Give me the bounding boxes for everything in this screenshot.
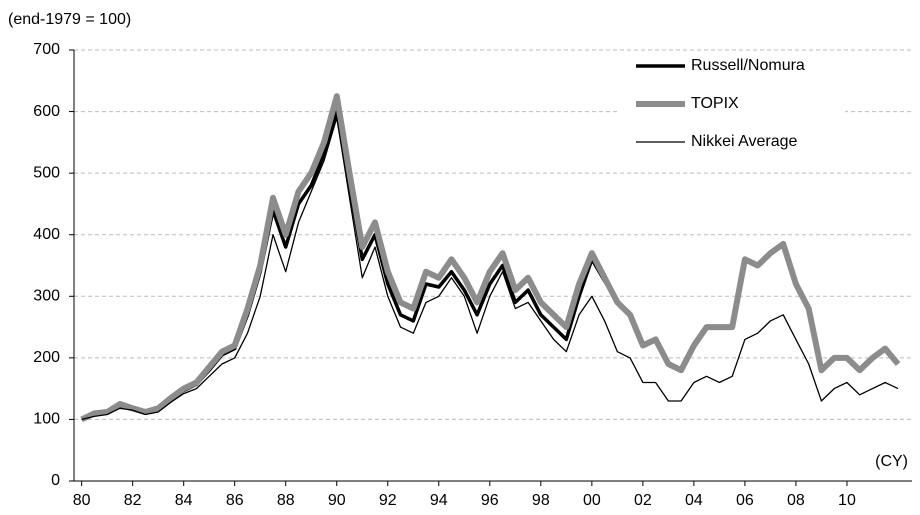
series-line [80, 93, 901, 423]
y-tick-label: 500 [33, 164, 60, 181]
x-tick-label: 86 [226, 492, 244, 509]
legend-label: Russell/Nomura [691, 57, 805, 74]
x-tick-label: 08 [787, 492, 805, 509]
y-tick-label: 600 [33, 103, 60, 120]
y-tick-label: 0 [51, 472, 60, 489]
x-tick-label: 90 [328, 492, 346, 509]
y-tick-label: 300 [33, 288, 60, 305]
x-tick-label: 02 [634, 492, 652, 509]
x-tick-label: 10 [838, 492, 856, 509]
x-tick-label: 92 [379, 492, 397, 509]
x-axis-label: (CY) [875, 453, 908, 470]
x-tick-label: 84 [175, 492, 193, 509]
y-tick-label: 100 [33, 411, 60, 428]
y-axis-label: (end-1979 = 100) [8, 11, 131, 28]
y-tick-label: 400 [33, 226, 60, 243]
legend-label: TOPIX [691, 95, 739, 112]
x-tick-label: 06 [736, 492, 754, 509]
x-tick-label: 94 [430, 492, 448, 509]
x-tick-label: 88 [277, 492, 295, 509]
x-tick-label: 00 [583, 492, 601, 509]
series-line [81, 117, 899, 421]
x-tick-label: 04 [685, 492, 703, 509]
legend-label: Nikkei Average [691, 133, 798, 150]
y-tick-label: 700 [33, 41, 60, 58]
legend-box [620, 52, 845, 172]
x-tick-label: 96 [481, 492, 499, 509]
x-tick-label: 80 [73, 492, 91, 509]
x-tick-label: 98 [532, 492, 550, 509]
y-tick-label: 200 [33, 349, 60, 366]
x-tick-label: 82 [124, 492, 142, 509]
